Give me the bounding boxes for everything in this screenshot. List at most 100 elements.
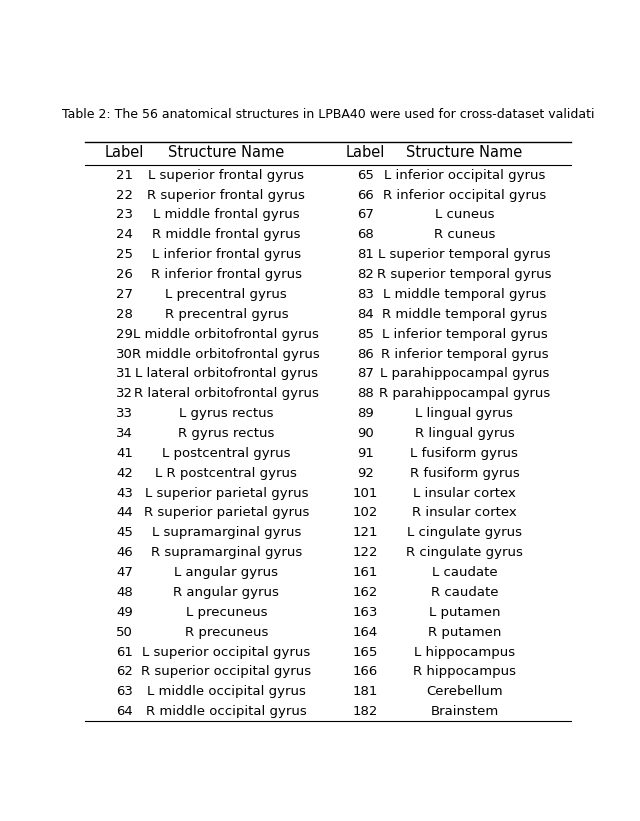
Text: 26: 26 — [116, 268, 133, 281]
Text: R cingulate gyrus: R cingulate gyrus — [406, 546, 523, 559]
Text: L insular cortex: L insular cortex — [413, 487, 516, 500]
Text: 47: 47 — [116, 566, 133, 579]
Text: R superior occipital gyrus: R superior occipital gyrus — [141, 666, 312, 678]
Text: L parahippocampal gyrus: L parahippocampal gyrus — [380, 368, 549, 380]
Text: R fusiform gyrus: R fusiform gyrus — [410, 467, 519, 479]
Text: L R postcentral gyrus: L R postcentral gyrus — [156, 467, 297, 479]
Text: L superior parietal gyrus: L superior parietal gyrus — [145, 487, 308, 500]
Text: 34: 34 — [116, 427, 133, 440]
Text: 61: 61 — [116, 645, 133, 658]
Text: 166: 166 — [353, 666, 378, 678]
Text: L lateral orbitofrontal gyrus: L lateral orbitofrontal gyrus — [135, 368, 318, 380]
Text: 22: 22 — [116, 189, 133, 202]
Text: 30: 30 — [116, 347, 133, 360]
Text: 49: 49 — [116, 606, 133, 619]
Text: Label: Label — [346, 145, 385, 160]
Text: 64: 64 — [116, 705, 133, 718]
Text: L lingual gyrus: L lingual gyrus — [415, 407, 513, 420]
Text: 21: 21 — [116, 169, 133, 181]
Text: L precentral gyrus: L precentral gyrus — [166, 288, 287, 301]
Text: 45: 45 — [116, 526, 133, 539]
Text: L precuneus: L precuneus — [186, 606, 267, 619]
Text: 165: 165 — [353, 645, 378, 658]
Text: 27: 27 — [116, 288, 133, 301]
Text: L superior frontal gyrus: L superior frontal gyrus — [148, 169, 305, 181]
Text: R middle orbitofrontal gyrus: R middle orbitofrontal gyrus — [132, 347, 320, 360]
Text: L middle orbitofrontal gyrus: L middle orbitofrontal gyrus — [133, 328, 319, 341]
Text: 89: 89 — [357, 407, 374, 420]
Text: 66: 66 — [357, 189, 374, 202]
Text: 92: 92 — [356, 467, 374, 479]
Text: 102: 102 — [353, 507, 378, 520]
Text: 31: 31 — [116, 368, 133, 380]
Text: R supramarginal gyrus: R supramarginal gyrus — [150, 546, 302, 559]
Text: 86: 86 — [357, 347, 374, 360]
Text: R insular cortex: R insular cortex — [412, 507, 516, 520]
Text: 161: 161 — [353, 566, 378, 579]
Text: L putamen: L putamen — [429, 606, 500, 619]
Text: R precentral gyrus: R precentral gyrus — [164, 308, 288, 321]
Text: L superior occipital gyrus: L superior occipital gyrus — [142, 645, 310, 658]
Text: 68: 68 — [357, 228, 374, 241]
Text: L supramarginal gyrus: L supramarginal gyrus — [152, 526, 301, 539]
Text: L inferior frontal gyrus: L inferior frontal gyrus — [152, 248, 301, 261]
Text: L postcentral gyrus: L postcentral gyrus — [162, 447, 291, 460]
Text: L cuneus: L cuneus — [435, 209, 494, 222]
Text: 81: 81 — [356, 248, 374, 261]
Text: Cerebellum: Cerebellum — [426, 686, 502, 699]
Text: L middle temporal gyrus: L middle temporal gyrus — [383, 288, 546, 301]
Text: 42: 42 — [116, 467, 133, 479]
Text: R lingual gyrus: R lingual gyrus — [415, 427, 515, 440]
Text: 91: 91 — [356, 447, 374, 460]
Text: R precuneus: R precuneus — [184, 626, 268, 639]
Text: L inferior temporal gyrus: L inferior temporal gyrus — [381, 328, 547, 341]
Text: R angular gyrus: R angular gyrus — [173, 586, 279, 599]
Text: 33: 33 — [116, 407, 133, 420]
Text: R parahippocampal gyrus: R parahippocampal gyrus — [379, 388, 550, 401]
Text: R middle frontal gyrus: R middle frontal gyrus — [152, 228, 301, 241]
Text: 23: 23 — [116, 209, 133, 222]
Text: 24: 24 — [116, 228, 133, 241]
Text: R hippocampus: R hippocampus — [413, 666, 516, 678]
Text: L fusiform gyrus: L fusiform gyrus — [410, 447, 518, 460]
Text: 32: 32 — [116, 388, 133, 401]
Text: 41: 41 — [116, 447, 133, 460]
Text: 65: 65 — [356, 169, 374, 181]
Text: R superior frontal gyrus: R superior frontal gyrus — [147, 189, 305, 202]
Text: 163: 163 — [353, 606, 378, 619]
Text: L caudate: L caudate — [431, 566, 497, 579]
Text: 85: 85 — [356, 328, 374, 341]
Text: 48: 48 — [116, 586, 133, 599]
Text: 181: 181 — [353, 686, 378, 699]
Text: 67: 67 — [356, 209, 374, 222]
Text: 43: 43 — [116, 487, 133, 500]
Text: 63: 63 — [116, 686, 133, 699]
Text: 83: 83 — [356, 288, 374, 301]
Text: R inferior frontal gyrus: R inferior frontal gyrus — [151, 268, 302, 281]
Text: L hippocampus: L hippocampus — [414, 645, 515, 658]
Text: R caudate: R caudate — [431, 586, 498, 599]
Text: 182: 182 — [353, 705, 378, 718]
Text: R middle temporal gyrus: R middle temporal gyrus — [382, 308, 547, 321]
Text: R inferior temporal gyrus: R inferior temporal gyrus — [381, 347, 548, 360]
Text: 29: 29 — [116, 328, 133, 341]
Text: 84: 84 — [357, 308, 374, 321]
Text: 82: 82 — [356, 268, 374, 281]
Text: 44: 44 — [116, 507, 133, 520]
Text: R gyrus rectus: R gyrus rectus — [178, 427, 275, 440]
Text: L inferior occipital gyrus: L inferior occipital gyrus — [384, 169, 545, 181]
Text: Structure Name: Structure Name — [168, 145, 284, 160]
Text: 164: 164 — [353, 626, 378, 639]
Text: R lateral orbitofrontal gyrus: R lateral orbitofrontal gyrus — [134, 388, 319, 401]
Text: Table 2: The 56 anatomical structures in LPBA40 were used for cross-dataset vali: Table 2: The 56 anatomical structures in… — [61, 108, 595, 121]
Text: R putamen: R putamen — [428, 626, 501, 639]
Text: 62: 62 — [116, 666, 133, 678]
Text: L middle occipital gyrus: L middle occipital gyrus — [147, 686, 306, 699]
Text: 90: 90 — [357, 427, 374, 440]
Text: R inferior occipital gyrus: R inferior occipital gyrus — [383, 189, 546, 202]
Text: 101: 101 — [353, 487, 378, 500]
Text: Label: Label — [105, 145, 145, 160]
Text: 162: 162 — [353, 586, 378, 599]
Text: 121: 121 — [353, 526, 378, 539]
Text: Structure Name: Structure Name — [406, 145, 522, 160]
